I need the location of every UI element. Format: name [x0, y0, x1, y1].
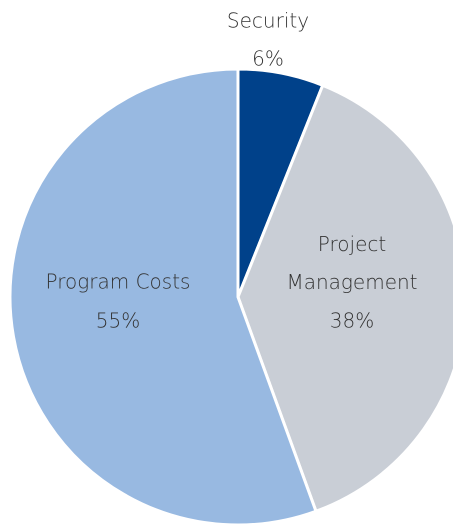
- slice-label: Project Management: [286, 232, 417, 294]
- slice-value-label: 38%: [330, 309, 374, 333]
- slice-value-label: 55%: [96, 309, 140, 333]
- pie-slice: [236, 83, 453, 513]
- slice-label: Program Costs: [46, 270, 191, 294]
- pie-slice: [8, 67, 318, 527]
- slice-value-label: 6%: [252, 47, 284, 71]
- slice-label: Security: [227, 9, 309, 33]
